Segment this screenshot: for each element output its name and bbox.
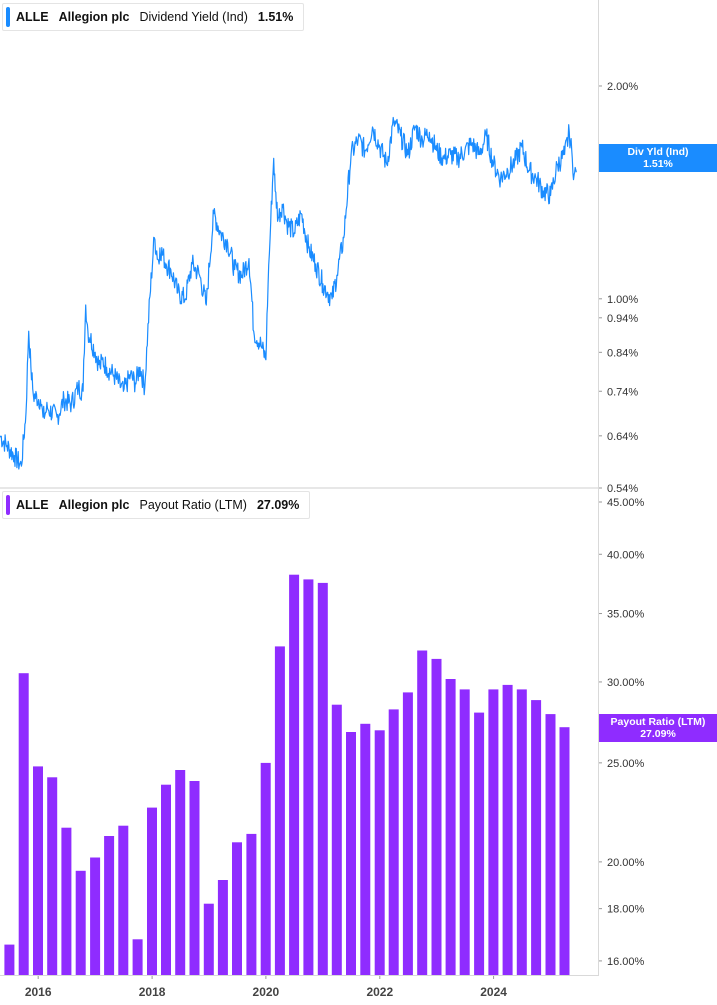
payout-ratio-bars [4, 574, 570, 975]
payout-ratio-axis: 45.00% 40.00% 35.00% 30.00% 25.00% 20.00% 18.0… [598, 497, 645, 968]
payout-bar [104, 836, 115, 975]
payout-bar [232, 842, 242, 975]
payout-bar [360, 723, 371, 975]
payout-bar [459, 689, 470, 975]
payout-bar [289, 574, 300, 975]
payout-bar [388, 709, 399, 975]
legend-company: Allegion plc [58, 498, 130, 512]
legend-ticker: ALLE [16, 498, 49, 512]
payout-bar [317, 582, 328, 975]
payout-bar [4, 944, 15, 975]
payout-ratio-current-badge: Payout Ratio (LTM) 27.09% [599, 714, 717, 742]
legend-metric: Dividend Yield (Ind) [139, 10, 248, 24]
payout-bar [47, 777, 58, 975]
legend-ticker: ALLE [16, 10, 49, 24]
y-tick-label: 18.00% [607, 904, 645, 916]
payout-bar [474, 712, 485, 975]
payout-bar [33, 766, 43, 975]
payout-bar [417, 650, 428, 975]
payout-bar [90, 857, 101, 975]
payout-bar [246, 833, 257, 975]
payout-bar [331, 704, 342, 975]
badge-label: Div Yld (Ind) [627, 146, 689, 158]
series-color-swatch [6, 495, 10, 515]
dividend-yield-line [0, 116, 577, 470]
payout-bar [217, 880, 228, 975]
x-axis: 2016 2018 2020 2022 2024 [25, 975, 507, 999]
x-tick-label: 2016 [25, 985, 52, 999]
payout-bar [531, 700, 542, 975]
dividend-yield-legend: ALLE Allegion plc Dividend Yield (Ind) 1… [2, 3, 305, 31]
series-color-swatch [6, 7, 10, 27]
legend-company: Allegion plc [58, 10, 130, 24]
payout-bar [175, 770, 186, 975]
badge-label: Payout Ratio (LTM) [610, 716, 706, 728]
payout-ratio-legend: ALLE Allegion plc Payout Ratio (LTM) 27.… [2, 491, 311, 519]
legend-metric: Payout Ratio (LTM) [139, 498, 247, 512]
y-tick-label: 30.00% [607, 677, 645, 689]
payout-bar [189, 781, 200, 975]
payout-bar [203, 903, 214, 975]
x-tick-label: 2020 [253, 985, 280, 999]
payout-bar [516, 689, 527, 975]
payout-bar [559, 727, 570, 975]
y-tick-label: 0.94% [607, 313, 638, 325]
x-tick-label: 2022 [366, 985, 393, 999]
x-tick-label: 2018 [139, 985, 166, 999]
x-tick-label: 2024 [480, 985, 507, 999]
y-tick-label: 2.00% [607, 81, 638, 93]
payout-bar [75, 870, 86, 975]
payout-bar [147, 807, 157, 975]
payout-bar [445, 679, 456, 975]
y-tick-label: 1.00% [607, 294, 638, 306]
payout-bar [118, 825, 129, 975]
dividend-yield-axis: 2.00% 1.00% 0.94% 0.84% 0.74% 0.64% 0.54% [598, 81, 638, 495]
payout-bar [488, 689, 499, 975]
y-tick-label: 0.54% [607, 483, 638, 495]
payout-bar [545, 714, 556, 975]
payout-bar [274, 646, 285, 975]
payout-bar [303, 579, 314, 975]
y-tick-label: 20.00% [607, 857, 645, 869]
payout-bar [402, 692, 413, 975]
payout-bar [374, 730, 385, 975]
y-tick-label: 0.74% [607, 386, 638, 398]
payout-bar [502, 684, 513, 975]
y-tick-label: 40.00% [607, 549, 645, 561]
badge-value: 1.51% [643, 158, 673, 170]
payout-bar [161, 784, 171, 975]
dividend-yield-current-badge: Div Yld (Ind) 1.51% [599, 144, 717, 172]
legend-value: 27.09% [256, 498, 300, 512]
payout-bar [18, 673, 29, 975]
y-tick-label: 16.00% [607, 956, 645, 968]
y-tick-label: 25.00% [607, 758, 645, 770]
y-tick-label: 35.00% [607, 609, 645, 621]
badge-value: 27.09% [640, 728, 676, 740]
y-tick-label: 45.00% [607, 497, 645, 509]
payout-bar [61, 827, 72, 975]
payout-bar [132, 939, 143, 975]
payout-bar [260, 762, 271, 975]
payout-bar [431, 658, 442, 975]
y-tick-label: 0.64% [607, 431, 638, 443]
y-tick-label: 0.84% [607, 347, 638, 359]
payout-bar [346, 732, 356, 975]
legend-value: 1.51% [257, 10, 294, 24]
